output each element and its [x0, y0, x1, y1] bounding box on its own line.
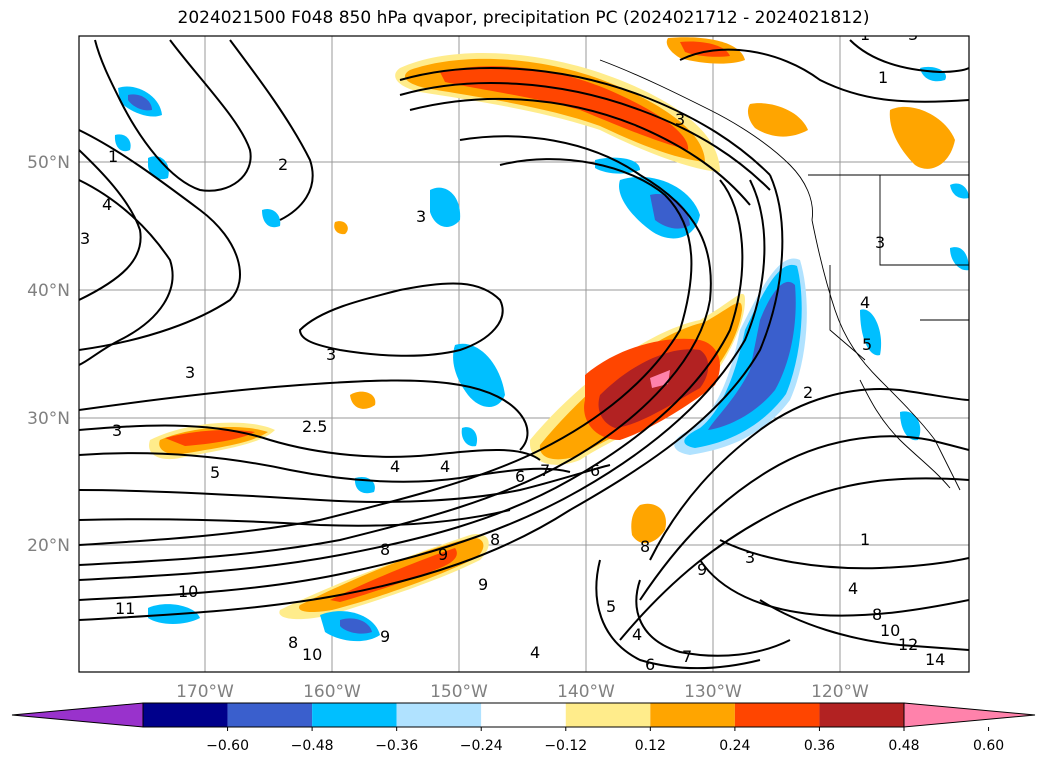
svg-text:7: 7 [682, 647, 692, 666]
lon-label-170w: 170°W [176, 682, 234, 702]
colorbar-segment [396, 703, 482, 727]
longitude-labels: 170°W 160°W 150°W 140°W 130°W 120°W [176, 682, 869, 702]
svg-text:3: 3 [112, 421, 122, 440]
svg-text:3: 3 [745, 548, 755, 567]
svg-text:4: 4 [440, 457, 450, 476]
svg-text:2.5: 2.5 [302, 417, 327, 436]
svg-text:1: 1 [108, 147, 118, 166]
colorbar-tick-label: 0.60 [973, 738, 1004, 754]
svg-text:3: 3 [675, 110, 685, 129]
lon-label-130w: 130°W [684, 682, 742, 702]
colorbar-segment [650, 703, 735, 727]
svg-text:2: 2 [803, 383, 813, 402]
colorbar-extend-high [903, 702, 1036, 728]
svg-text:6: 6 [590, 461, 600, 480]
lat-label-50n: 50°N [27, 153, 70, 173]
lon-label-140w: 140°W [557, 682, 615, 702]
svg-text:3: 3 [80, 229, 90, 248]
colorbar-frame [142, 702, 905, 728]
coastlines [599, 59, 969, 491]
svg-text:6: 6 [515, 467, 525, 486]
plot-content: 1 2 3 3 4 1 3 3 3 3 2.5 4 4 5 6 6 7 8 9 … [79, 25, 969, 674]
svg-text:7: 7 [540, 461, 550, 480]
svg-text:5: 5 [862, 335, 872, 354]
lon-label-150w: 150°W [430, 682, 488, 702]
colorbar: −0.60 −0.48 −0.36 −0.24 −0.12 0.12 0.24 0.36 0.4… [11, 702, 1036, 754]
svg-text:3: 3 [416, 207, 426, 226]
colorbar-tick-label: −0.36 [375, 738, 418, 754]
svg-text:4: 4 [848, 579, 858, 598]
svg-text:4: 4 [102, 195, 112, 214]
svg-text:8: 8 [872, 605, 882, 624]
plot-background [79, 36, 969, 672]
svg-text:5: 5 [606, 597, 616, 616]
lat-label-40n: 40°N [27, 281, 70, 301]
svg-text:8: 8 [490, 530, 500, 549]
svg-text:1: 1 [860, 25, 870, 44]
contour-labels: 1 2 3 3 4 1 3 3 3 3 2.5 4 4 5 6 6 7 8 9 … [80, 25, 945, 674]
svg-text:10: 10 [178, 582, 198, 601]
colorbar-segment [481, 703, 566, 727]
colorbar-segment [565, 703, 651, 727]
svg-text:8: 8 [380, 540, 390, 559]
map-title: 2024021500 F048 850 hPa qvapor, precipit… [177, 8, 870, 28]
lat-label-30n: 30°N [27, 409, 70, 429]
lat-label-20n: 20°N [27, 536, 70, 556]
svg-text:3: 3 [908, 25, 918, 44]
colorbar-tick-label: 0.24 [719, 738, 750, 754]
svg-text:8: 8 [640, 537, 650, 556]
colorbar-segment [734, 703, 820, 727]
latitude-labels: 50°N 40°N 30°N 20°N [27, 153, 70, 556]
svg-text:9: 9 [380, 627, 390, 646]
svg-text:4: 4 [530, 643, 540, 662]
colorbar-segment [227, 703, 313, 727]
colorbar-tick-label: −0.24 [460, 738, 503, 754]
svg-text:4: 4 [860, 293, 870, 312]
lon-label-160w: 160°W [303, 682, 361, 702]
colorbar-tick-label: 0.12 [635, 738, 666, 754]
svg-text:3: 3 [185, 363, 195, 382]
svg-text:10: 10 [302, 645, 322, 664]
colorbar-tick-label: −0.48 [291, 738, 334, 754]
svg-text:8: 8 [288, 633, 298, 652]
colorbar-segment [312, 703, 397, 727]
plot-frame [78, 35, 970, 673]
colorbar-tick-label: −0.60 [206, 738, 249, 754]
lon-label-120w: 120°W [811, 682, 869, 702]
svg-text:2: 2 [278, 155, 288, 174]
colorbar-tick-label: 0.36 [804, 738, 835, 754]
svg-text:14: 14 [925, 650, 945, 669]
colorbar-segment [819, 703, 904, 727]
colorbar-tick-label: 0.48 [888, 738, 919, 754]
svg-text:3: 3 [875, 233, 885, 252]
svg-text:10: 10 [880, 621, 900, 640]
svg-text:9: 9 [438, 545, 448, 564]
svg-text:4: 4 [632, 625, 642, 644]
svg-text:1: 1 [878, 68, 888, 87]
svg-text:6: 6 [645, 655, 655, 674]
svg-text:9: 9 [478, 575, 488, 594]
colorbar-tick-label: −0.12 [544, 738, 587, 754]
svg-text:3: 3 [326, 345, 336, 364]
svg-text:9: 9 [697, 560, 707, 579]
qvapor-contours [79, 39, 969, 670]
svg-text:12: 12 [898, 635, 918, 654]
colorbar-segment [143, 703, 228, 727]
svg-text:4: 4 [390, 457, 400, 476]
svg-text:5: 5 [210, 463, 220, 482]
colorbar-extend-low [11, 702, 144, 728]
svg-text:1: 1 [860, 530, 870, 549]
svg-text:11: 11 [115, 599, 135, 618]
